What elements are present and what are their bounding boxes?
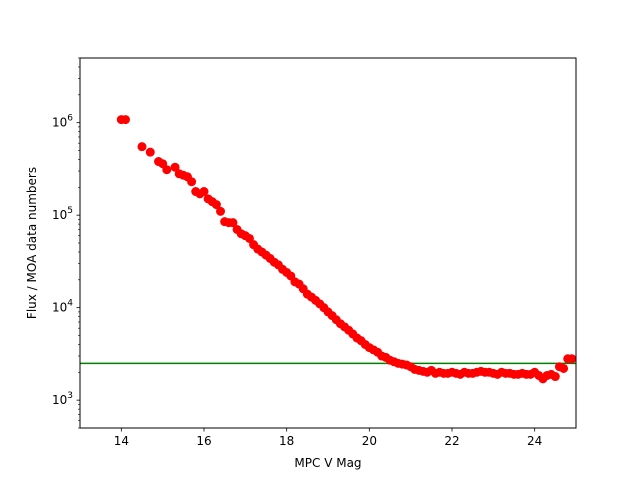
data-point bbox=[120, 115, 130, 125]
data-point bbox=[559, 363, 569, 373]
x-tick-label: 22 bbox=[444, 434, 459, 448]
data-point bbox=[187, 177, 197, 187]
data-point bbox=[137, 142, 147, 152]
x-tick-label: 20 bbox=[362, 434, 377, 448]
x-axis-title: MPC V Mag bbox=[294, 456, 361, 470]
x-tick-label: 18 bbox=[279, 434, 294, 448]
data-point bbox=[145, 147, 155, 157]
data-point bbox=[170, 162, 180, 172]
data-point bbox=[199, 187, 209, 197]
data-point bbox=[550, 372, 560, 382]
x-axis: 14 16 18 20 22 24 bbox=[114, 428, 542, 448]
data-point bbox=[162, 165, 172, 175]
data-point bbox=[216, 206, 226, 216]
data-point bbox=[228, 218, 238, 228]
x-tick-label: 16 bbox=[196, 434, 211, 448]
y-axis-title: Flux / MOA data numbers bbox=[25, 167, 39, 319]
x-tick-label: 14 bbox=[114, 434, 129, 448]
data-point bbox=[158, 159, 168, 169]
plot-area bbox=[80, 115, 577, 384]
data-point bbox=[567, 354, 577, 364]
x-tick-label: 24 bbox=[527, 434, 542, 448]
data-point bbox=[211, 200, 221, 210]
data-point bbox=[244, 233, 254, 243]
